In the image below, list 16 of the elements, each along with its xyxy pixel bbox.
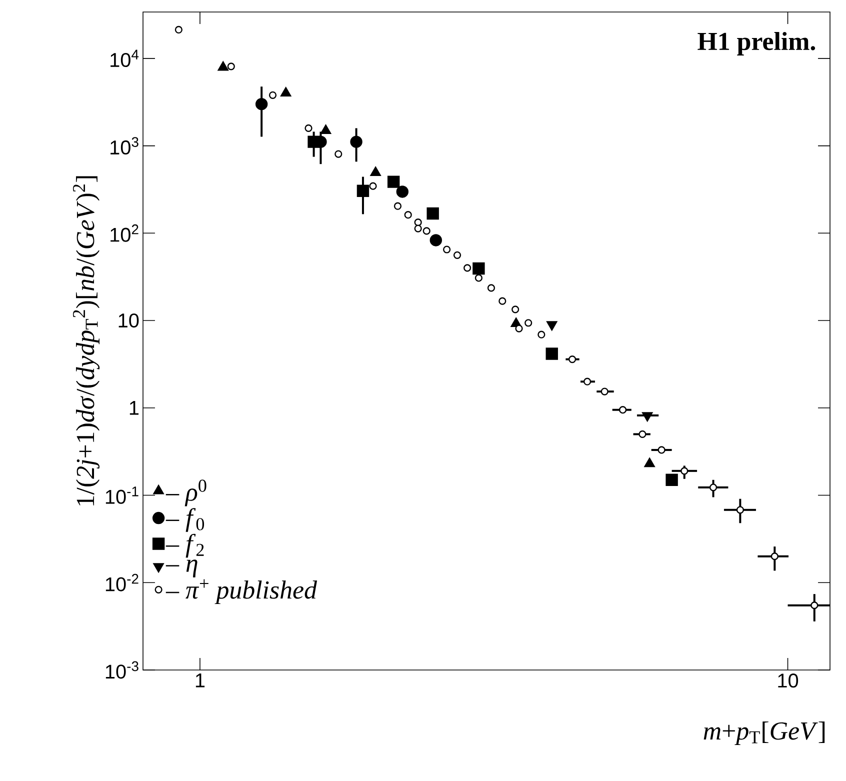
- y-tick-label: 10$^{-1}$: [106, 486, 138, 504]
- legend-label: – f$_{2}$: [166, 534, 204, 558]
- legend-label: – η: [166, 560, 198, 578]
- legend-label: – f$_{0}$: [166, 508, 204, 532]
- x-axis-title: m+p$_{T}$[GeV]: [704, 722, 825, 746]
- y-tick-label: 1: [130, 401, 139, 415]
- y-tick-label: 10$^{-3}$: [106, 661, 138, 679]
- y-tick-label: 10$^{3}$: [110, 137, 138, 154]
- text: 1/(2j+1)dσ/(dydp$_{T}$$^{2}$)[nb/(GeV)$^{2}$]: [72, 176, 100, 506]
- legend-label: – π$^{+}$ published: [166, 579, 318, 604]
- y-tick-label: 10: [118, 313, 139, 328]
- text: H1 prelim.: [698, 32, 816, 56]
- y-tick-label: 10$^{2}$: [110, 224, 138, 242]
- y-tick-label: 10$^{-2}$: [106, 574, 138, 592]
- y-tick-label: 10$^{4}$: [110, 50, 139, 68]
- legend-label: – ρ$^{0}$: [166, 480, 206, 506]
